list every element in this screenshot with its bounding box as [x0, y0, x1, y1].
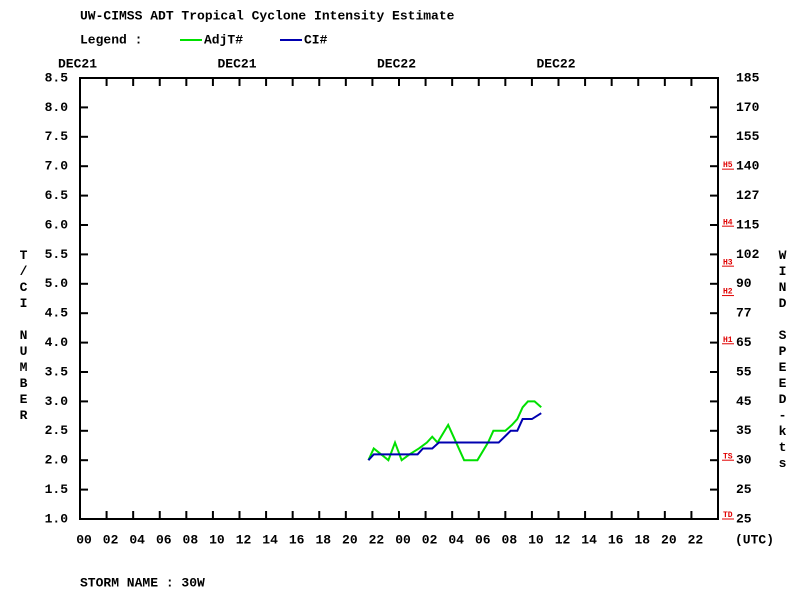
x-tick-label: 20 [661, 532, 677, 547]
x-tick-label: 02 [422, 532, 438, 547]
series-line [367, 412, 542, 461]
y2-tick-label: 45 [736, 394, 752, 409]
x-tick-label: 16 [608, 532, 624, 547]
y2-tick-label: 77 [736, 306, 752, 321]
footer: STORM NAME : 30W [80, 575, 205, 590]
x-tick-label: 08 [502, 532, 518, 547]
x-tick-label: 14 [262, 532, 278, 547]
category-marker: TD [723, 511, 733, 520]
y-tick-label: 5.5 [45, 247, 69, 262]
x-tick-label: 12 [236, 532, 252, 547]
x-tick-label: 20 [342, 532, 358, 547]
date-label: DEC21 [58, 56, 97, 71]
x-tick-label: 10 [209, 532, 225, 547]
y2-tick-label: 155 [736, 129, 760, 144]
y-tick-label: 1.5 [45, 482, 69, 497]
category-marker: H4 [723, 218, 733, 227]
x-tick-label: 14 [581, 532, 597, 547]
y-tick-label: 2.0 [45, 453, 69, 468]
x-tick-label: 00 [76, 532, 92, 547]
y-tick-label: 3.5 [45, 364, 69, 379]
category-marker: H2 [723, 288, 733, 297]
x-tick-label: 06 [475, 532, 491, 547]
chart-title: UW-CIMSS ADT Tropical Cyclone Intensity … [80, 8, 455, 23]
x-tick-label: 10 [528, 532, 544, 547]
category-marker: H5 [723, 161, 733, 170]
x-tick-label: 02 [103, 532, 119, 547]
y2-tick-label: 65 [736, 335, 752, 350]
y2-tick-label: 127 [736, 188, 759, 203]
y2-tick-label: 140 [736, 159, 760, 174]
y-tick-label: 2.5 [45, 423, 69, 438]
y-axis-label: T/CI NUMBER [16, 248, 31, 424]
y2-tick-label: 55 [736, 364, 752, 379]
x-tick-label: 04 [448, 532, 464, 547]
y-tick-label: 8.5 [45, 70, 69, 85]
x-tick-label: 04 [129, 532, 145, 547]
y2-tick-label: 185 [736, 70, 760, 85]
x-tick-label: 22 [688, 532, 704, 547]
y2-tick-label: 170 [736, 100, 760, 115]
category-marker: H1 [723, 336, 733, 345]
y-tick-label: 8.0 [45, 100, 69, 115]
x-tick-label: 00 [395, 532, 411, 547]
x-axis-label: (UTC) [735, 532, 774, 547]
y2-tick-label: 102 [736, 247, 760, 262]
y-tick-label: 3.0 [45, 394, 69, 409]
date-label: DEC22 [537, 56, 576, 71]
date-label: DEC22 [377, 56, 416, 71]
x-tick-label: 22 [369, 532, 385, 547]
date-label: DEC21 [218, 56, 257, 71]
y2-tick-label: 90 [736, 276, 752, 291]
y-tick-label: 4.0 [45, 335, 69, 350]
x-tick-label: 18 [315, 532, 331, 547]
y-tick-label: 6.0 [45, 217, 69, 232]
y2-tick-label: 25 [736, 511, 752, 526]
y2-tick-label: 25 [736, 482, 752, 497]
y2-tick-label: 30 [736, 453, 752, 468]
y2-axis-label: WIND SPEED-kts [775, 248, 790, 472]
x-tick-label: 06 [156, 532, 172, 547]
legend-label: CI# [304, 32, 328, 47]
y-tick-label: 4.5 [45, 306, 69, 321]
y2-tick-label: 115 [736, 217, 760, 232]
category-marker: TS [723, 452, 733, 461]
x-tick-label: 16 [289, 532, 305, 547]
y2-tick-label: 35 [736, 423, 752, 438]
x-tick-label: 18 [634, 532, 650, 547]
legend-label: AdjT# [204, 32, 243, 47]
y-tick-label: 1.0 [45, 511, 69, 526]
y-tick-label: 6.5 [45, 188, 69, 203]
y-tick-label: 5.0 [45, 276, 69, 291]
category-marker: H3 [723, 258, 733, 267]
y-tick-label: 7.5 [45, 129, 69, 144]
x-tick-label: 12 [555, 532, 571, 547]
x-tick-label: 08 [183, 532, 199, 547]
y-tick-label: 7.0 [45, 159, 69, 174]
legend-label: Legend : [80, 32, 142, 47]
